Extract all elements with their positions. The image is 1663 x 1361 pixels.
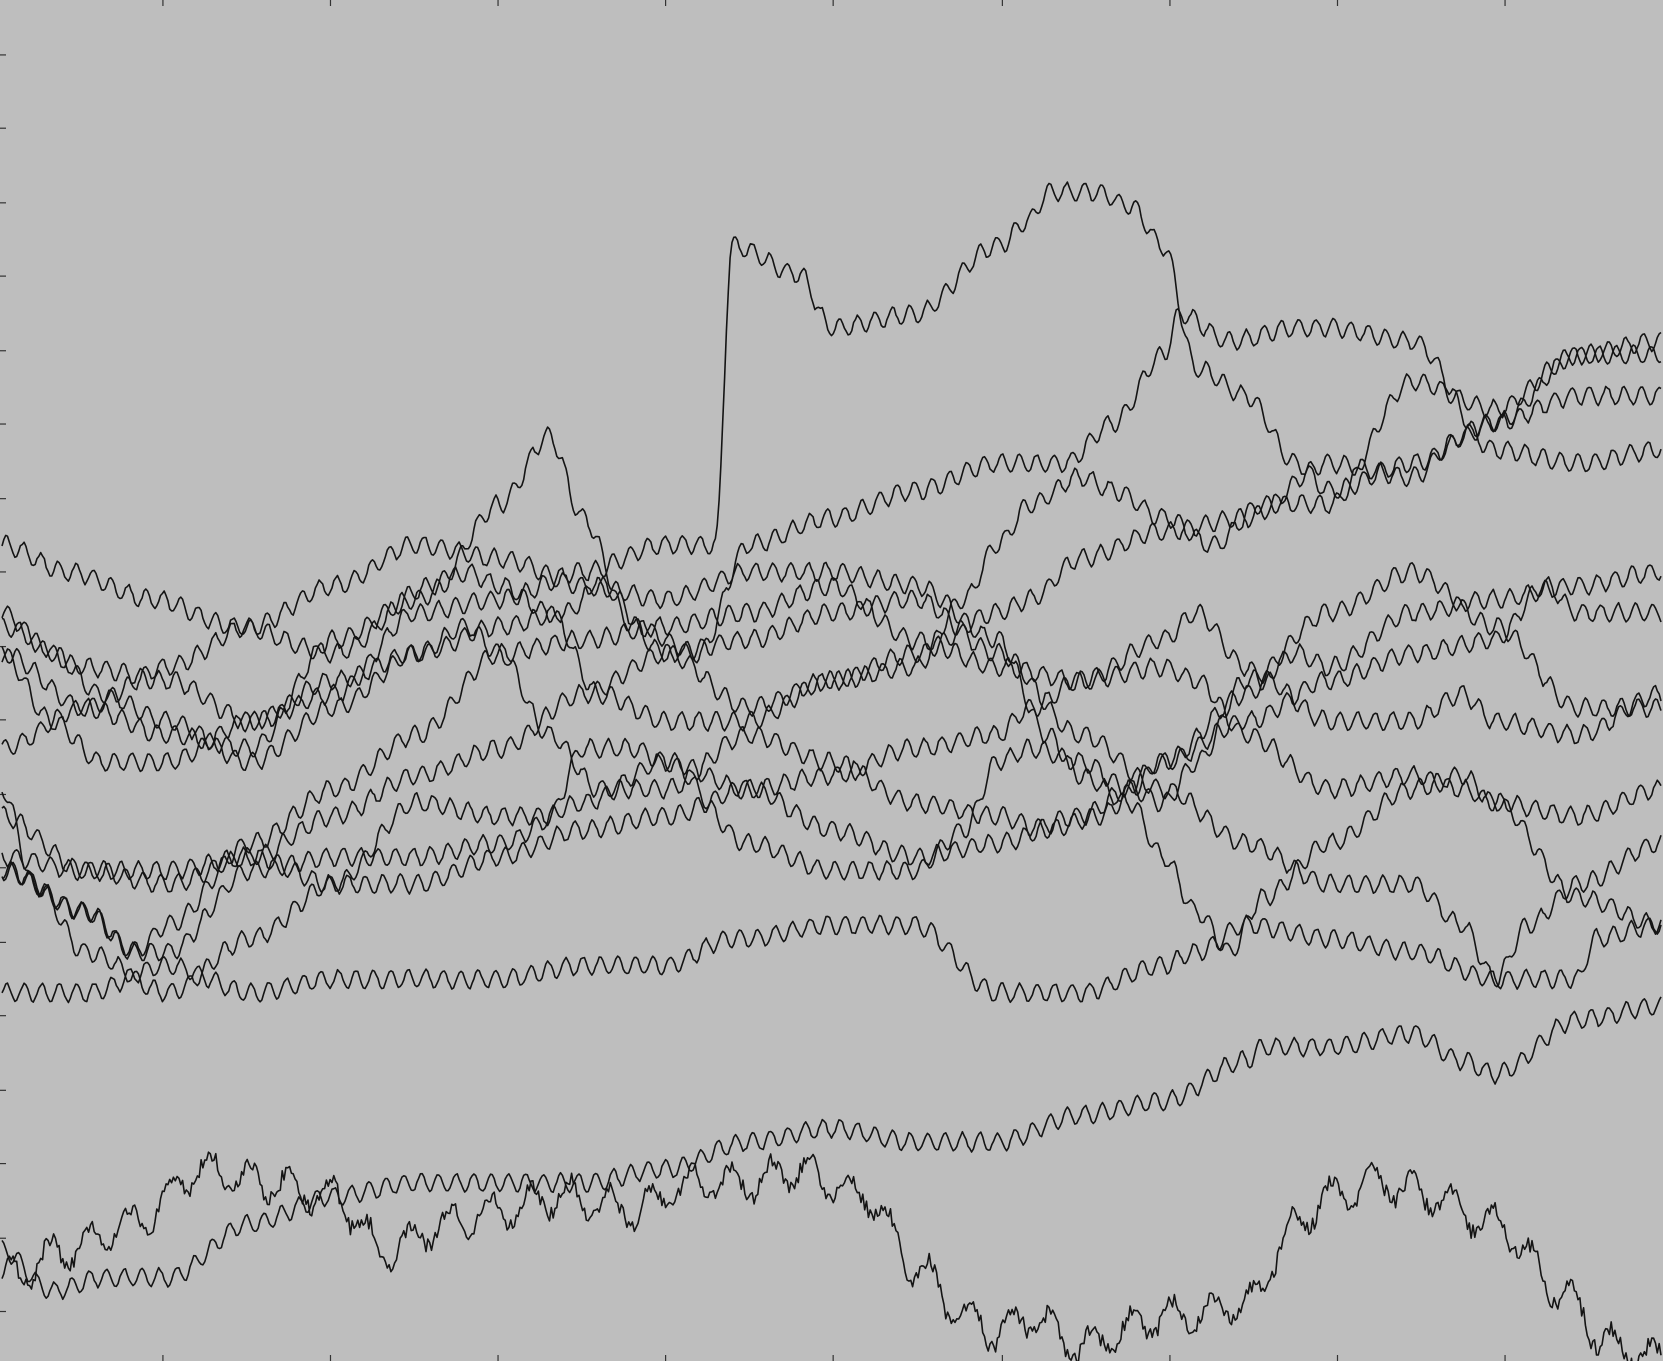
series-line-7: [1, 577, 1662, 960]
series-line-3: [1, 562, 1662, 1003]
series-line-9: [1, 589, 1662, 988]
traces: [1, 181, 1662, 1361]
series-line-10: [1, 657, 1662, 895]
series-line-6: [1, 385, 1662, 758]
series-line-12: [1, 914, 1662, 1004]
series-line-1: [1, 308, 1662, 664]
series-line-14: [1, 1151, 1662, 1361]
series-line-13: [1, 996, 1662, 1301]
series-line-11: [1, 576, 1662, 962]
axis-ticks: [0, 0, 1506, 1361]
series-line-2: [1, 181, 1662, 731]
series-line-5: [1, 536, 1662, 957]
series-line-4: [1, 344, 1662, 773]
series-line-8: [1, 564, 1662, 839]
